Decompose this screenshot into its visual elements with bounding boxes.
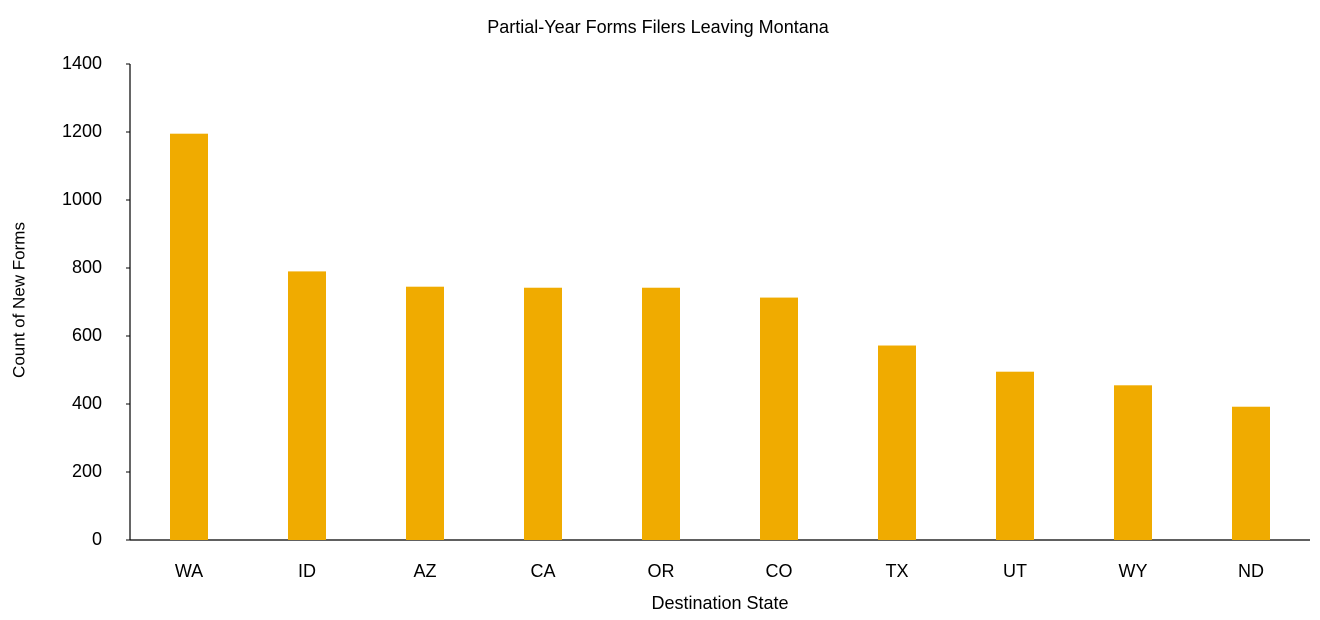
y-tick-label: 400 bbox=[72, 393, 102, 413]
x-tick-label: WA bbox=[175, 561, 203, 581]
bar bbox=[642, 287, 680, 540]
bar bbox=[288, 271, 326, 540]
x-axis-title: Destination State bbox=[651, 593, 788, 613]
x-tick-label: OR bbox=[648, 561, 675, 581]
bar bbox=[878, 345, 916, 540]
bar bbox=[406, 286, 444, 540]
x-tick-label: CA bbox=[530, 561, 555, 581]
bar bbox=[996, 371, 1034, 540]
x-tick-label: ID bbox=[298, 561, 316, 581]
y-tick-label: 0 bbox=[92, 529, 102, 549]
y-tick-label: 600 bbox=[72, 325, 102, 345]
y-tick-label: 1000 bbox=[62, 189, 102, 209]
y-axis-title: Count of New Forms bbox=[9, 222, 28, 378]
y-tick-label: 800 bbox=[72, 257, 102, 277]
x-tick-label: ND bbox=[1238, 561, 1264, 581]
x-tick-label: CO bbox=[766, 561, 793, 581]
y-tick-label: 1200 bbox=[62, 121, 102, 141]
bar bbox=[524, 287, 562, 540]
x-tick-label: TX bbox=[885, 561, 908, 581]
y-tick-label: 200 bbox=[72, 461, 102, 481]
y-tick-label: 1400 bbox=[62, 53, 102, 73]
x-tick-label: AZ bbox=[413, 561, 436, 581]
chart-title: Partial-Year Forms Filers Leaving Montan… bbox=[487, 17, 829, 37]
bar bbox=[1114, 385, 1152, 540]
x-tick-label: UT bbox=[1003, 561, 1027, 581]
bar bbox=[170, 133, 208, 540]
x-tick-label: WY bbox=[1119, 561, 1148, 581]
bar bbox=[1232, 406, 1270, 540]
bar bbox=[760, 297, 798, 540]
